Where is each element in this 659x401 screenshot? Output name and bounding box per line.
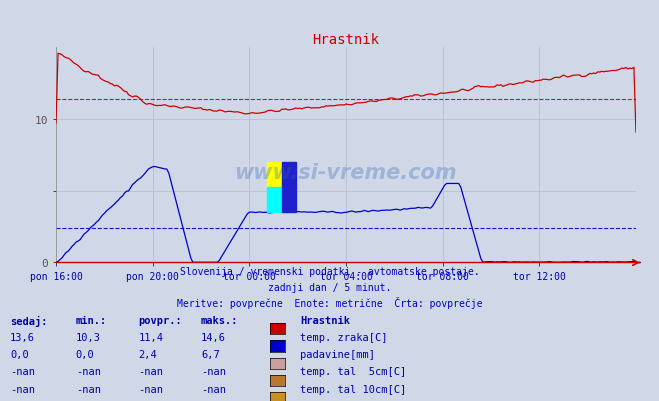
Text: -nan: -nan (138, 367, 163, 377)
Text: Hrastnik: Hrastnik (300, 315, 350, 325)
Text: 11,4: 11,4 (138, 332, 163, 342)
Text: -nan: -nan (76, 367, 101, 377)
Text: sedaj:: sedaj: (10, 315, 47, 326)
Text: 10,3: 10,3 (76, 332, 101, 342)
Text: 0,0: 0,0 (76, 349, 94, 359)
Text: zadnji dan / 5 minut.: zadnji dan / 5 minut. (268, 283, 391, 293)
Text: Meritve: povprečne  Enote: metrične  Črta: povprečje: Meritve: povprečne Enote: metrične Črta:… (177, 297, 482, 309)
Text: 6,7: 6,7 (201, 349, 219, 359)
Text: -nan: -nan (201, 384, 226, 394)
Text: povpr.:: povpr.: (138, 315, 182, 325)
Text: 13,6: 13,6 (10, 332, 35, 342)
Bar (268, 162, 281, 188)
Text: -nan: -nan (201, 367, 226, 377)
Text: -nan: -nan (138, 384, 163, 394)
Text: min.:: min.: (76, 315, 107, 325)
Title: Hrastnik: Hrastnik (312, 33, 380, 47)
Text: 14,6: 14,6 (201, 332, 226, 342)
Text: temp. zraka[C]: temp. zraka[C] (300, 332, 387, 342)
Text: temp. tal 10cm[C]: temp. tal 10cm[C] (300, 384, 406, 394)
Text: 2,4: 2,4 (138, 349, 157, 359)
Text: temp. tal  5cm[C]: temp. tal 5cm[C] (300, 367, 406, 377)
Text: padavine[mm]: padavine[mm] (300, 349, 375, 359)
Text: maks.:: maks.: (201, 315, 239, 325)
Text: -nan: -nan (10, 384, 35, 394)
Text: 0,0: 0,0 (10, 349, 28, 359)
Bar (268, 188, 281, 213)
Bar (281, 162, 296, 213)
Text: -nan: -nan (76, 384, 101, 394)
Text: www.si-vreme.com: www.si-vreme.com (235, 162, 457, 182)
Text: Slovenija / vremenski podatki - avtomatske postaje.: Slovenija / vremenski podatki - avtomats… (180, 267, 479, 277)
Text: -nan: -nan (10, 367, 35, 377)
